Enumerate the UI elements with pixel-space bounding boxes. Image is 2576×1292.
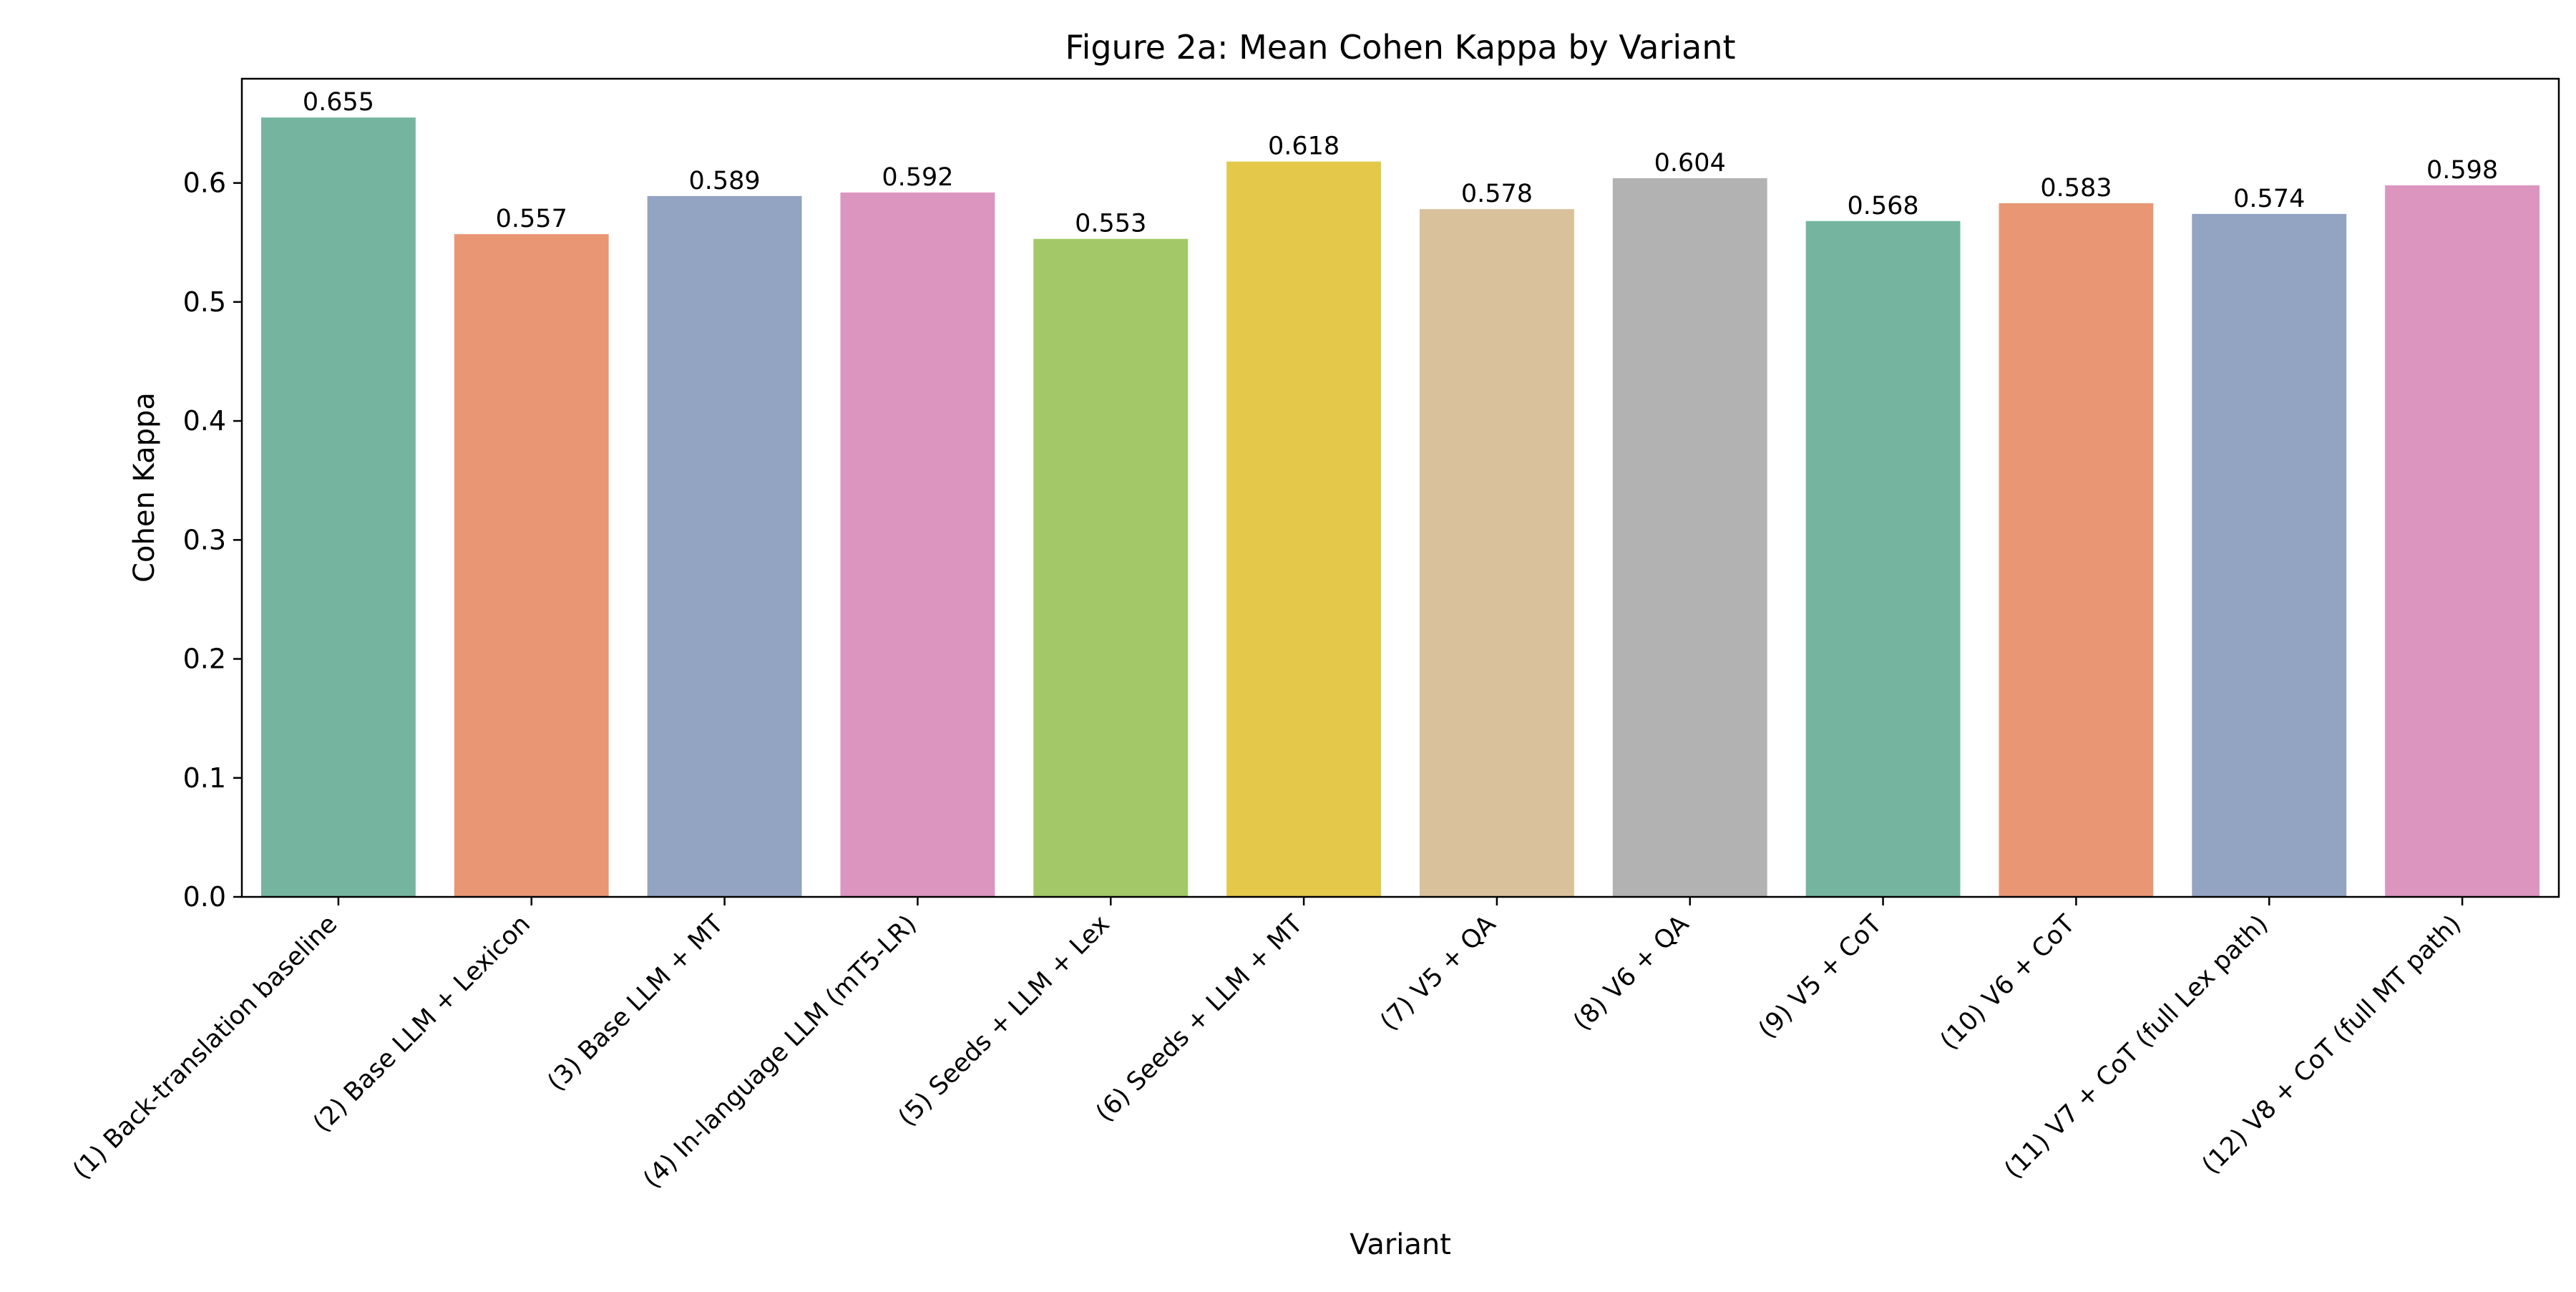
bar-1 (260, 117, 416, 897)
data-label-9: 0.568 (1847, 192, 1918, 220)
y-tick-label-3: 0.3 (183, 524, 226, 555)
data-label-10: 0.583 (2040, 174, 2112, 203)
chart-title: Figure 2a: Mean Cohen Kappa by Variant (1065, 28, 1735, 67)
y-tick-label-5: 0.5 (183, 286, 226, 318)
data-label-12: 0.598 (2426, 156, 2498, 185)
bar-9 (1805, 220, 1961, 897)
data-label-11: 0.574 (2233, 185, 2305, 213)
y-tick-label-6: 0.6 (183, 167, 226, 199)
y-tick-label-1: 0.1 (183, 762, 226, 794)
bar-6 (1226, 161, 1382, 898)
bar-10 (1999, 203, 2154, 897)
data-label-8: 0.604 (1654, 149, 1726, 178)
x-axis-label: Variant (1350, 1228, 1451, 1261)
data-label-1: 0.655 (303, 88, 374, 117)
bar-8 (1612, 178, 1767, 898)
bar-2 (454, 234, 609, 897)
x-tick-label-8: (8) V6 + QA (1568, 910, 1694, 1036)
bar-7 (1419, 209, 1574, 897)
bar-3 (647, 195, 802, 897)
x-tick-label-7: (7) V5 + QA (1375, 910, 1502, 1036)
data-label-4: 0.592 (882, 163, 953, 192)
data-label-6: 0.618 (1268, 132, 1340, 161)
data-label-3: 0.589 (688, 167, 760, 195)
x-tick-label-1: (1) Back-translation baseline (67, 910, 343, 1185)
y-tick-label-4: 0.4 (183, 405, 226, 437)
x-tick-label-3: (3) Base LLM + MT (542, 910, 730, 1097)
data-labels-layer: 0.655 0.557 0.589 0.592 0.553 0.618 0.578 0.604… (303, 88, 2498, 238)
data-label-5: 0.553 (1075, 210, 1146, 238)
y-tick-label-0: 0.0 (183, 881, 226, 913)
plot-frame (240, 77, 2560, 898)
x-tick-label-2: (2) Base LLM + Lexicon (308, 910, 536, 1138)
y-axis-label: Cohen Kappa (128, 392, 161, 583)
x-tick-label-6: (6) Seeds + LLM + MT (1091, 910, 1309, 1128)
y-tick-label-2: 0.2 (183, 643, 226, 675)
bar-12 (2385, 185, 2540, 898)
data-label-2: 0.557 (496, 205, 567, 233)
bars-layer (260, 117, 2540, 898)
x-tick-label-5: (5) Seeds + LLM + Lex (893, 910, 1116, 1132)
bar-5 (1033, 238, 1189, 897)
x-tick-label-9: (9) V5 + CoT (1753, 910, 1888, 1044)
bar-4 (840, 192, 995, 897)
data-label-7: 0.578 (1461, 180, 1533, 208)
bar-11 (2192, 213, 2347, 897)
y-axis: 0.0 0.1 0.2 0.3 0.4 0.5 0.6 (183, 167, 242, 913)
x-tick-label-10: (10) V6 + CoT (1935, 910, 2081, 1056)
x-axis: (1) Back-translation baseline(2) Base LL… (67, 897, 2467, 1194)
